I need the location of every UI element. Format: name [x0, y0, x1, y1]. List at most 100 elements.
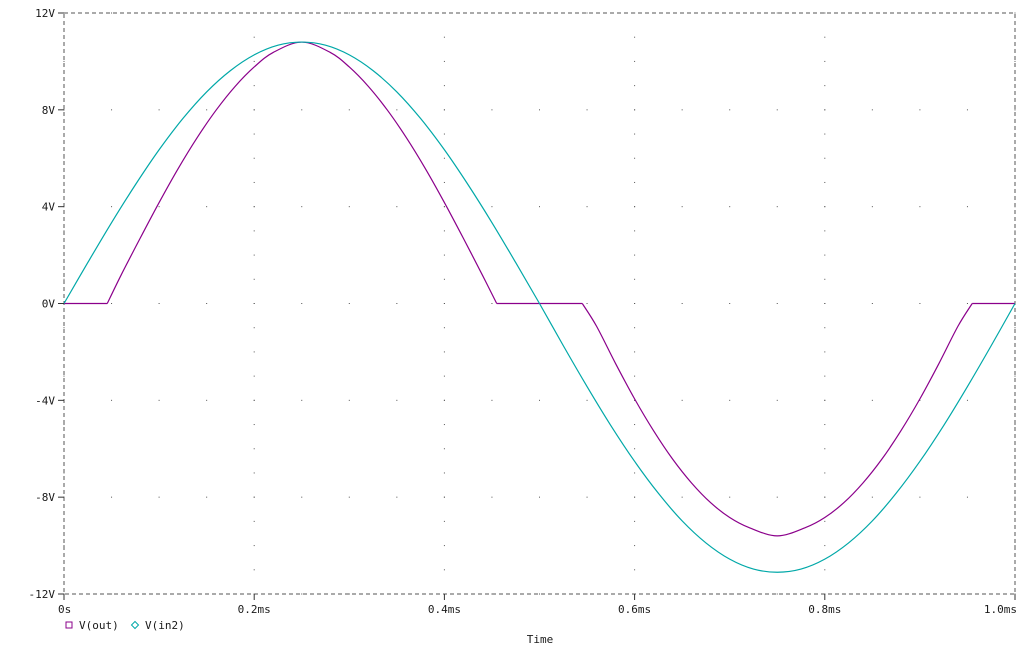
grid-dot: [443, 545, 445, 547]
grid-dot: [586, 496, 588, 498]
grid-dot: [586, 303, 588, 304]
x-tick-label: 0.6ms: [618, 603, 651, 616]
grid-dot: [491, 109, 493, 111]
grid-dot: [348, 12, 350, 14]
grid-dot: [63, 327, 65, 329]
grid-dot: [111, 496, 113, 498]
grid-dot: [253, 109, 255, 111]
grid-dot: [824, 181, 826, 183]
grid-dot: [63, 60, 65, 62]
grid-dot: [539, 206, 540, 208]
grid-dot: [681, 109, 683, 111]
grid-dot: [539, 109, 540, 111]
grid-dot: [824, 496, 826, 498]
grid-dot: [443, 254, 445, 256]
grid-dot: [634, 496, 636, 498]
grid-dot: [396, 303, 398, 304]
grid-dot: [919, 399, 921, 401]
grid-dot: [253, 448, 255, 450]
grid-dot: [539, 12, 540, 14]
grid-dot: [63, 545, 65, 547]
grid-dot: [348, 109, 350, 111]
grid-dot: [253, 60, 255, 62]
grid-dot: [63, 230, 65, 232]
grid-dot: [301, 399, 303, 401]
y-tick-label: -12V: [29, 588, 56, 601]
grid-dot: [634, 448, 636, 450]
grid-dot: [966, 399, 968, 401]
grid-dot: [491, 399, 493, 401]
grid-dot: [586, 399, 588, 401]
grid-dot: [824, 545, 826, 547]
grid-dot: [824, 230, 826, 232]
y-tick-label: 12V: [35, 7, 55, 20]
grid-dot: [443, 36, 445, 38]
grid-dot: [206, 496, 208, 498]
grid-dot: [443, 399, 445, 401]
grid-dot: [348, 399, 350, 401]
grid-dot: [966, 303, 968, 304]
grid-dot: [443, 109, 445, 111]
grid-dot: [1014, 424, 1016, 426]
y-tick-label: 0V: [42, 298, 56, 311]
grid-dot: [824, 424, 826, 426]
grid-dot: [111, 303, 113, 304]
x-tick-label: 0.2ms: [238, 603, 271, 616]
grid-dot: [634, 399, 636, 401]
grid-dot: [634, 278, 636, 280]
legend-diamond-marker-icon: [130, 620, 140, 630]
grid-dot: [158, 109, 160, 111]
grid-dot: [776, 593, 778, 595]
grid-dot: [634, 351, 636, 353]
grid-dot: [586, 593, 588, 595]
grid-dot: [396, 206, 398, 208]
grid-dot: [443, 181, 445, 183]
grid-dot: [158, 12, 160, 14]
grid-dot: [1014, 60, 1016, 62]
legend-label: V(out): [79, 619, 119, 632]
grid-dot: [966, 593, 968, 595]
grid-dot: [443, 569, 445, 571]
grid-dot: [586, 109, 588, 111]
x-tick-label: 0s: [58, 603, 71, 616]
grid-dot: [1014, 545, 1016, 547]
grid-dot: [396, 496, 398, 498]
grid-dot: [111, 399, 113, 401]
y-axis-ticks: 12V 8V 4V 0V -4V -8V -12V: [29, 7, 64, 601]
grid-dot: [539, 399, 540, 401]
grid-dot: [443, 206, 445, 208]
grid-dot: [776, 109, 778, 111]
grid-dot: [634, 230, 636, 232]
grid-dot: [824, 85, 826, 87]
y-tick-label: -8V: [35, 491, 55, 504]
grid-dot: [443, 157, 445, 159]
grid-dot: [253, 569, 255, 571]
x-tick-label: 1.0ms: [984, 603, 1017, 616]
grid-dot: [443, 230, 445, 232]
grid-dot: [634, 545, 636, 547]
grid-dot: [824, 109, 826, 111]
grid-dot: [824, 399, 826, 401]
grid-dot: [348, 593, 350, 595]
grid-dot: [111, 593, 113, 595]
grid-dot: [871, 399, 873, 401]
grid-dot: [253, 157, 255, 159]
grid-dot: [681, 399, 683, 401]
grid-dot: [348, 303, 350, 304]
grid-dot: [443, 278, 445, 280]
grid-dot: [253, 472, 255, 474]
grid-dot: [206, 399, 208, 401]
grid-dot: [824, 472, 826, 474]
grid-dot: [681, 206, 683, 208]
grid-dot: [729, 303, 731, 304]
grid-dot: [301, 593, 303, 595]
series-line-v-out: [64, 41, 1015, 537]
grid-dot: [443, 60, 445, 62]
grid-dot: [443, 520, 445, 522]
grid-dot: [824, 327, 826, 329]
grid-dot: [634, 254, 636, 256]
grid-dot: [1014, 327, 1016, 329]
grid-dot: [776, 12, 778, 14]
grid-dot: [253, 399, 255, 401]
grid-dot: [634, 133, 636, 135]
